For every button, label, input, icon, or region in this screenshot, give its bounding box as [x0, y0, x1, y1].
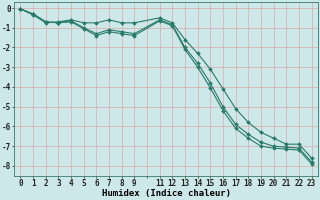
X-axis label: Humidex (Indice chaleur): Humidex (Indice chaleur) — [101, 189, 230, 198]
